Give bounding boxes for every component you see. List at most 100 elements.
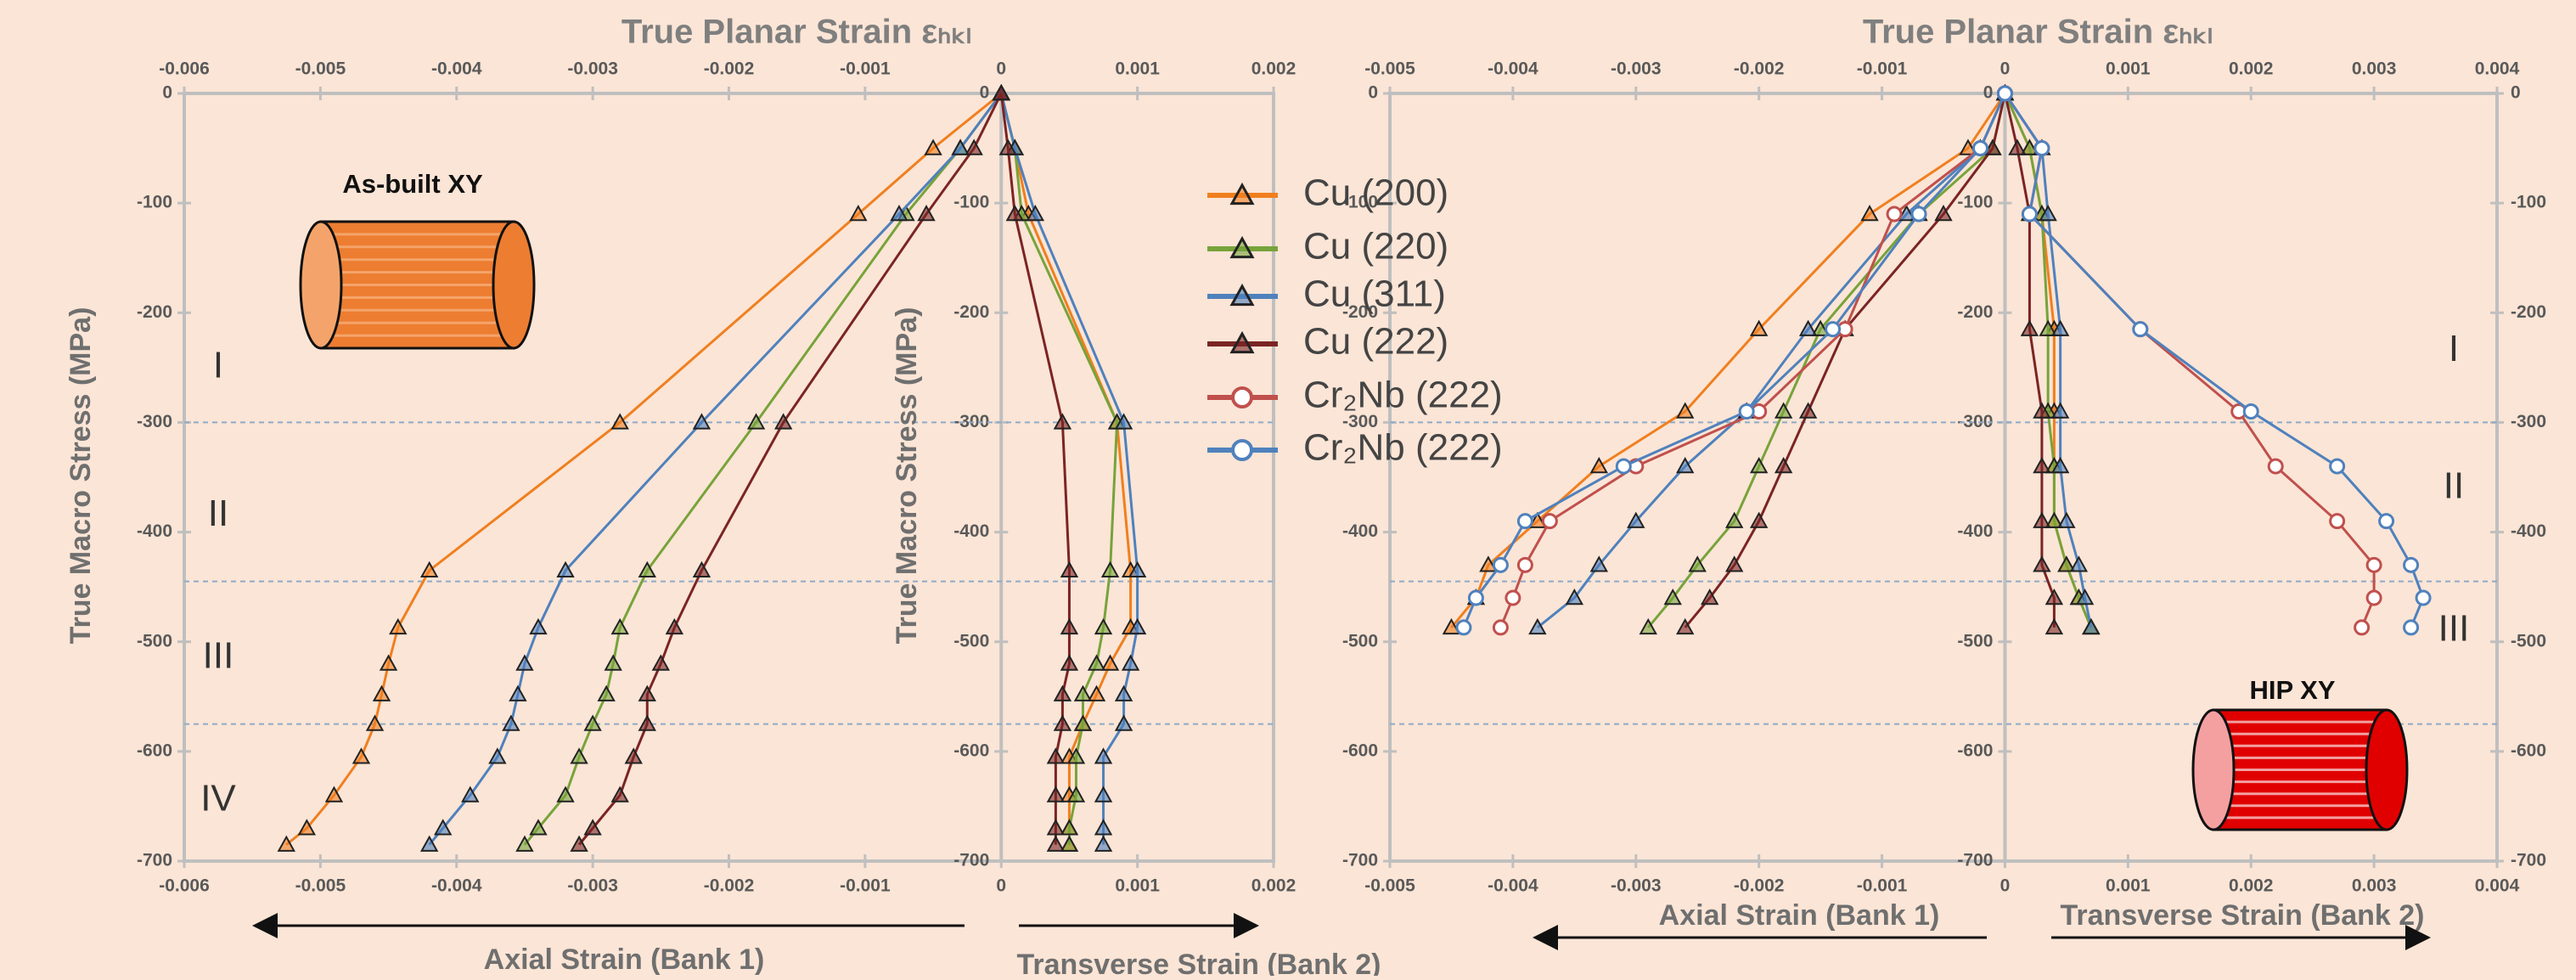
point [1996,85,2013,102]
point [556,786,575,803]
point [1100,560,1120,577]
point [1053,413,1072,430]
point [2044,511,2064,528]
point [379,654,398,671]
point [1046,747,1066,764]
series-line [1647,93,2006,628]
series-line [2004,93,2093,628]
series-line [1450,93,2006,628]
point [604,654,622,671]
point [1467,589,1484,606]
x-tick-label: 0.001 [2106,59,2151,79]
x-tick-label: 0 [996,59,1006,79]
point [1825,321,1842,338]
y-tick-label: 0 [162,83,172,103]
point [1094,786,1113,803]
y-tick-label: -700 [1957,851,1993,870]
point [2329,458,2346,475]
point [2050,402,2070,419]
point [1663,588,1682,605]
point [998,138,1017,155]
point [2075,588,2095,605]
y-tick-label: -500 [953,631,989,651]
point [389,617,408,635]
point [2033,402,2051,419]
x-tick-label: -0.003 [567,59,618,79]
point [1073,714,1093,731]
point [1910,206,1927,222]
y-tick-label: -500 [1957,631,1993,651]
point [692,413,711,430]
point [1627,511,1645,528]
y-tick-label: -100 [137,193,172,212]
point [277,835,295,852]
point [1060,835,1079,852]
region-label: II [208,493,228,534]
point [2132,321,2149,338]
point [610,786,629,803]
x-tick-label: -0.004 [431,59,482,79]
x-tick-label: -0.001 [840,876,891,896]
series-line: Cu (220) [523,93,1003,846]
point [488,747,507,764]
x-tick-label: -0.005 [1364,59,1415,79]
series-line [2004,93,2093,628]
x-tick-label: -0.005 [1364,876,1415,896]
point [1798,402,1818,419]
point [1073,684,1093,701]
x-axis-label: Axial Strain (Bank 1) [1659,899,1940,932]
point [1053,684,1072,701]
y-tick-label: -400 [953,521,989,541]
point [515,654,534,671]
point [610,617,629,635]
point [1774,402,1793,419]
plot-frame [1388,92,2499,863]
point [2050,457,2070,474]
point [1897,204,1916,222]
point [1479,555,1498,572]
y-tick-label: 0 [1983,83,1994,103]
point [597,684,616,701]
point [1046,819,1066,836]
point [1114,684,1133,701]
point [1128,617,1147,635]
series-line [1536,93,2006,629]
y-tick-label: -700 [137,851,172,870]
legend-label: Cu (311) [1303,273,1446,315]
point [2008,138,2027,155]
point [1676,402,1695,419]
legend-marker [1231,386,1253,408]
y-axis-label: True Macro Stress (MPa) [891,307,923,645]
point [1724,555,1744,572]
x-tick-label: 0 [2000,876,2011,896]
x-tick-label: -0.006 [159,876,210,896]
y-tick-label: -300 [2511,412,2546,431]
cylinder-end [492,220,536,350]
point [2020,138,2039,155]
point [2039,319,2057,336]
point [2069,555,2089,572]
point [2057,511,2076,528]
x-tick-label: -0.002 [704,59,755,79]
point [2267,458,2284,475]
point [1615,458,1632,475]
x-tick-label: -0.005 [295,59,346,79]
x-tick-label: 0.002 [1251,876,1296,896]
series-line [1684,93,2006,628]
region-label: I [2449,328,2459,369]
point [1798,319,1818,336]
legend-label: Cr₂Nb (222) [1303,375,1503,416]
x-tick-label: -0.001 [840,59,891,79]
point [1026,204,1045,222]
series-line: Cu (222) [577,93,1003,846]
point [1087,654,1106,671]
point [502,714,520,731]
x-tick-label: -0.001 [1857,59,1908,79]
point [1934,204,1953,222]
point [1094,819,1113,836]
point [2033,457,2051,474]
legend-marker [1229,283,1255,307]
x-tick-label: 0.001 [2106,876,2151,896]
point [2039,204,2057,222]
